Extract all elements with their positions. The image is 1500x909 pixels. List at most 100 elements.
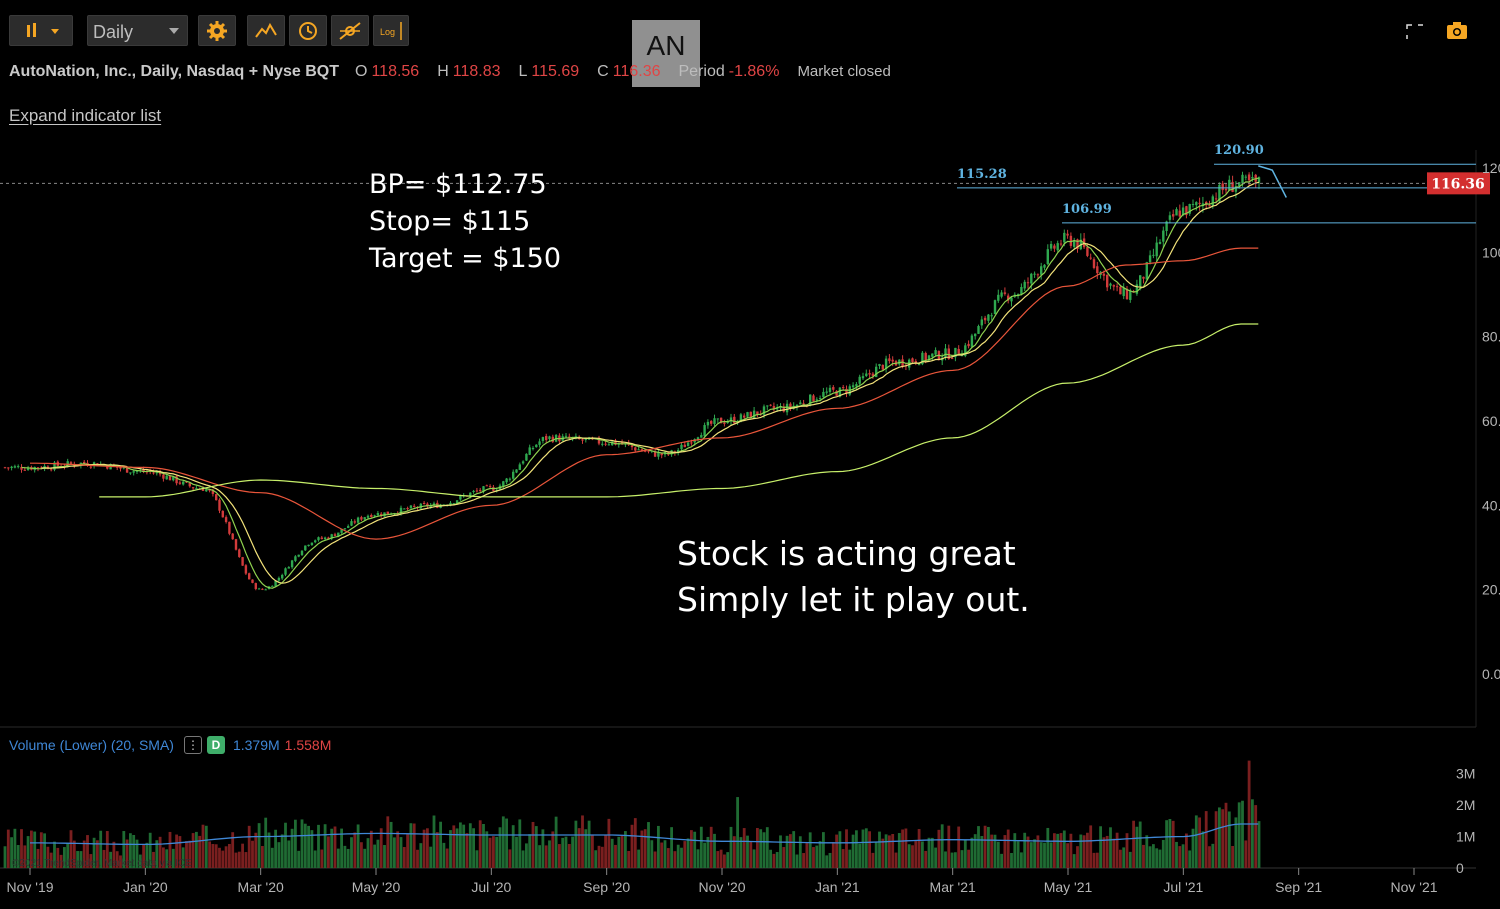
candle-body xyxy=(373,515,376,517)
candle-body xyxy=(1251,177,1254,179)
volume-bar xyxy=(56,847,60,868)
volume-bar xyxy=(46,846,50,868)
candle-body xyxy=(1089,257,1092,259)
candle-body xyxy=(1152,254,1155,256)
volume-bar xyxy=(1049,842,1053,868)
candle-body xyxy=(343,528,347,530)
daily-badge[interactable]: D xyxy=(206,736,225,754)
indicator-button[interactable] xyxy=(247,15,285,46)
close-value: 116.36 xyxy=(612,63,661,80)
period-value: -1.86% xyxy=(728,63,780,80)
volume-bar xyxy=(482,823,485,868)
volume-label[interactable]: Volume (Lower) (20, SMA) xyxy=(9,737,174,753)
volume-bar xyxy=(544,845,548,868)
volume-bar xyxy=(59,854,63,868)
candle-body xyxy=(832,387,835,390)
volume-bar xyxy=(195,831,198,868)
candle-body xyxy=(182,481,185,485)
volume-bar xyxy=(531,821,535,868)
volume-bar xyxy=(188,840,192,868)
volume-bar xyxy=(798,836,802,868)
candle-body xyxy=(858,376,861,384)
candle-body xyxy=(957,348,960,356)
replay-button[interactable] xyxy=(289,15,327,46)
candle-body xyxy=(1185,206,1188,216)
candle-body xyxy=(944,348,947,357)
chart-type-button[interactable] xyxy=(9,15,73,46)
candle-body xyxy=(1257,177,1261,183)
candle-body xyxy=(653,451,657,457)
log-scale-button[interactable]: Log xyxy=(373,15,409,46)
settings-button[interactable] xyxy=(198,15,236,46)
volume-bar xyxy=(676,844,680,868)
drawing-tool-button[interactable] xyxy=(331,15,369,46)
volume-bar xyxy=(571,836,574,868)
more-menu-icon[interactable]: ⋮ xyxy=(183,736,202,754)
volume-bar xyxy=(782,847,786,868)
candle-body xyxy=(716,418,719,420)
volume-bar xyxy=(1053,833,1056,868)
volume-bar xyxy=(888,835,891,868)
volume-bar xyxy=(69,830,73,868)
volume-bar xyxy=(36,848,40,868)
volume-bar xyxy=(360,842,363,868)
expand-indicator-link[interactable]: Expand indicator list xyxy=(9,106,162,125)
commentary-note: Stock is acting great Simply let it play… xyxy=(677,531,1030,623)
candle-body xyxy=(855,384,858,387)
candle-body xyxy=(1238,182,1241,186)
volume-bar xyxy=(459,822,462,868)
volume-bar xyxy=(1069,833,1073,868)
candle-body xyxy=(924,353,927,361)
fullscreen-button[interactable] xyxy=(1406,24,1424,45)
volume-bar xyxy=(1251,799,1254,868)
candle-body xyxy=(822,391,825,398)
volume-bar xyxy=(1204,811,1208,868)
volume-bar xyxy=(584,829,588,868)
volume-bar xyxy=(294,819,297,868)
candle-body xyxy=(861,376,865,379)
volume-bar xyxy=(759,829,763,868)
volume-bar xyxy=(79,851,83,868)
candle-body xyxy=(931,353,934,357)
volume-bar xyxy=(1023,832,1027,868)
candle-body xyxy=(964,345,967,356)
candle-body xyxy=(878,364,881,367)
candle-body xyxy=(399,507,403,515)
x-tick-label: Jul '20 xyxy=(471,879,511,895)
y-tick-label: 0.00 xyxy=(1482,666,1500,682)
candle-body xyxy=(122,467,125,469)
volume-bar xyxy=(1257,821,1261,868)
candle-body xyxy=(1003,292,1007,294)
volume-bar xyxy=(274,829,277,868)
candle-body xyxy=(746,412,749,417)
volume-bar xyxy=(485,831,489,868)
candle-body xyxy=(812,395,815,402)
volume-bar xyxy=(373,844,376,868)
volume-bar xyxy=(897,833,901,868)
volume-bar xyxy=(412,823,416,868)
volume-bar xyxy=(904,828,908,868)
interval-select[interactable]: Daily xyxy=(87,15,188,46)
candle-body xyxy=(409,505,413,509)
volume-bar xyxy=(871,852,875,868)
candle-body xyxy=(1241,174,1244,184)
screenshot-button[interactable] xyxy=(1446,20,1468,45)
volume-bar xyxy=(614,844,617,868)
candle-body xyxy=(535,444,538,448)
volume-bar xyxy=(1208,846,1211,868)
volume-bar xyxy=(267,832,271,868)
candle-body xyxy=(287,567,290,569)
candle-body xyxy=(347,526,350,528)
clock-icon xyxy=(299,21,317,40)
volume-bar xyxy=(1026,836,1030,868)
volume-bar xyxy=(244,852,248,868)
instrument-name[interactable]: AutoNation, Inc., Daily, Nasdaq + Nyse B… xyxy=(9,63,339,80)
candle-body xyxy=(188,482,191,487)
candle-body xyxy=(469,492,472,497)
candle-body xyxy=(125,466,129,473)
volume-bar xyxy=(261,846,264,868)
volume-bar xyxy=(343,845,347,868)
volume-bar xyxy=(538,845,541,868)
candle-body xyxy=(238,549,241,557)
